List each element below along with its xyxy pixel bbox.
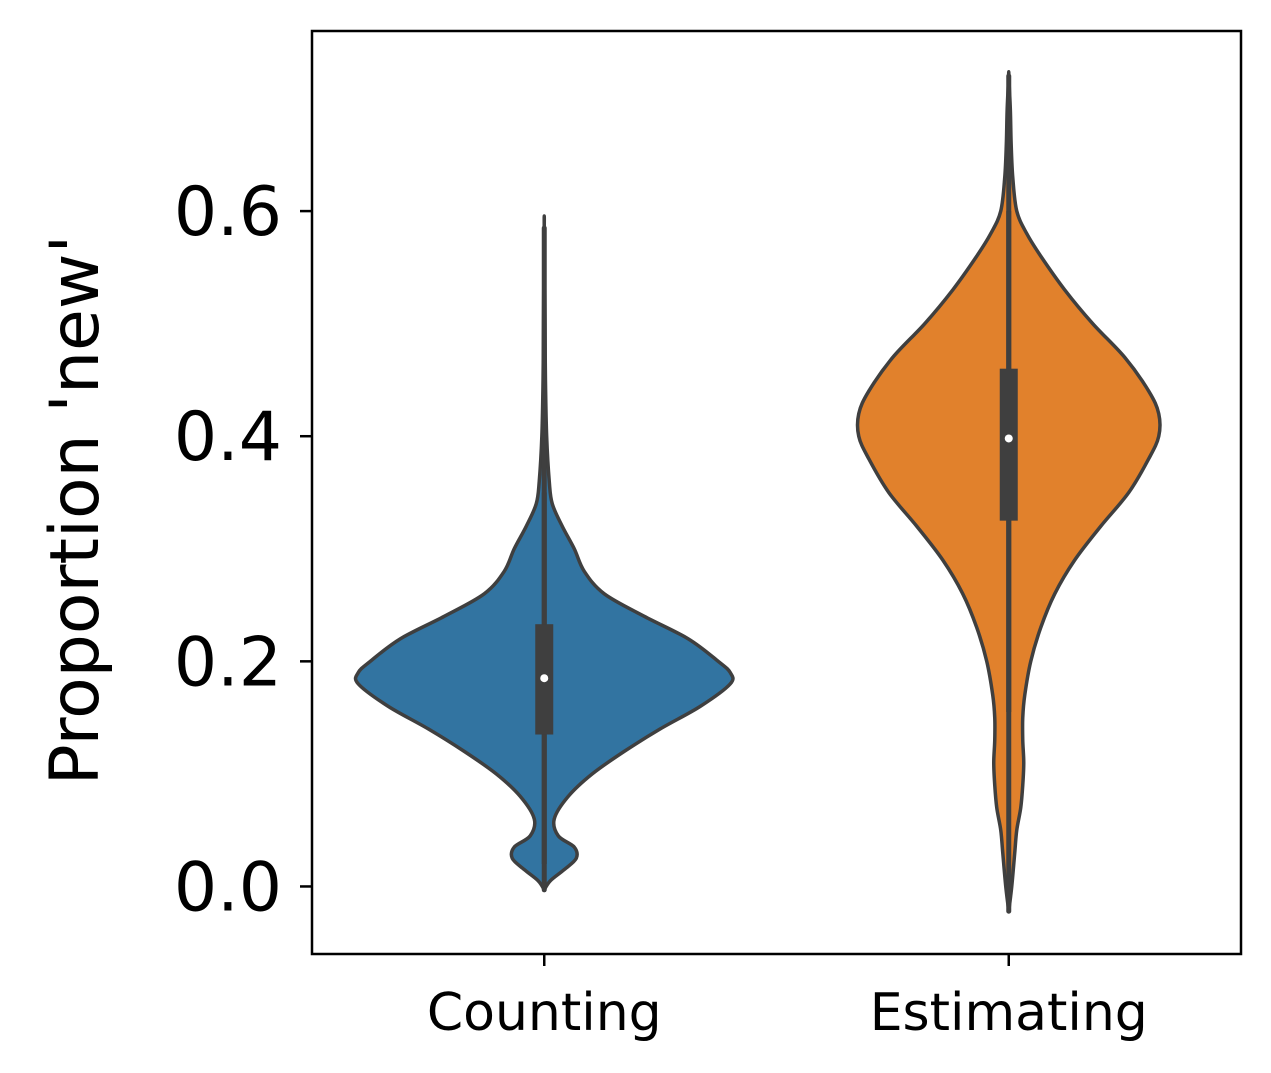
y-axis: 0.0 0.2 0.4 0.6 xyxy=(174,173,312,927)
y-tick-label: 0.0 xyxy=(174,848,282,927)
plot-frame xyxy=(310,29,1243,956)
median-dot-counting xyxy=(540,674,549,683)
y-tick-label: 0.4 xyxy=(174,398,282,477)
y-tick-label: 0.6 xyxy=(174,173,282,252)
y-tick-label: 0.2 xyxy=(174,623,282,702)
y-axis-label: Proportion 'new' xyxy=(36,235,115,785)
x-tick-label-estimating: Estimating xyxy=(870,983,1148,1043)
median-dot-estimating xyxy=(1004,434,1013,443)
x-tick-label-counting: Counting xyxy=(427,983,662,1043)
x-axis: Counting Estimating xyxy=(427,954,1148,1043)
iqr-box-estimating xyxy=(999,368,1018,521)
violins-layer xyxy=(353,70,1162,914)
